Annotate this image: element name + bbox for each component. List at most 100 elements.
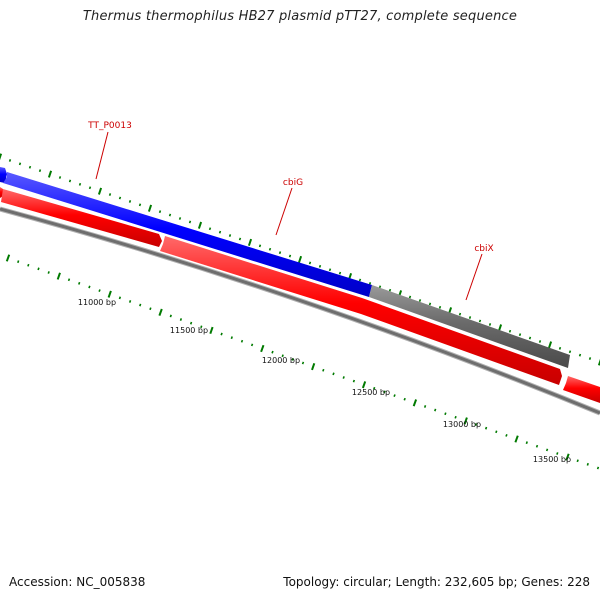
outer-minor-tick bbox=[18, 162, 22, 166]
inner-minor-tick bbox=[556, 452, 559, 455]
inner-minor-tick bbox=[67, 278, 71, 282]
inner-minor-tick bbox=[98, 289, 101, 293]
inner-minor-tick bbox=[27, 263, 30, 267]
leader-line-cbig bbox=[275, 187, 293, 236]
inner-minor-tick bbox=[342, 376, 345, 379]
inner-minor-tick bbox=[505, 433, 508, 437]
inner-minor-tick bbox=[200, 325, 203, 329]
inner-minor-tick bbox=[88, 285, 91, 289]
inner-minor-tick bbox=[586, 462, 589, 466]
inner-minor-tick bbox=[434, 408, 437, 412]
outer-minor-tick bbox=[228, 234, 232, 237]
outer-minor-tick bbox=[28, 165, 32, 169]
inner-minor-tick bbox=[535, 444, 539, 448]
inner-minor-tick bbox=[423, 405, 427, 408]
inner-minor-tick bbox=[220, 332, 223, 336]
outer-minor-tick bbox=[218, 230, 222, 234]
inner-minor-tick bbox=[383, 390, 386, 394]
inner-minor-tick bbox=[484, 426, 488, 430]
inner-minor-tick bbox=[139, 303, 142, 307]
inner-minor-tick bbox=[301, 361, 305, 365]
inner-minor-tick bbox=[128, 300, 132, 303]
outer-minor-tick bbox=[458, 312, 462, 316]
outer-major-tick bbox=[147, 204, 153, 212]
outer-minor-tick bbox=[128, 200, 132, 203]
gene-cbix[interactable] bbox=[369, 285, 570, 368]
inner-minor-tick bbox=[525, 441, 528, 445]
inner-major-tick bbox=[311, 362, 316, 371]
outer-minor-tick bbox=[318, 264, 322, 268]
outer-minor-tick bbox=[108, 193, 112, 196]
outer-minor-tick bbox=[138, 203, 142, 207]
inner-minor-tick bbox=[240, 339, 244, 343]
outer-major-tick bbox=[247, 238, 253, 247]
bp-label-12500: 12500 bp bbox=[352, 388, 390, 397]
inner-minor-tick bbox=[291, 357, 294, 361]
inner-minor-tick bbox=[271, 350, 274, 354]
outer-minor-tick bbox=[488, 323, 492, 326]
inner-minor-tick bbox=[576, 459, 579, 463]
backbone bbox=[0, 206, 600, 416]
outer-minor-tick bbox=[78, 182, 82, 186]
inner-minor-tick bbox=[393, 394, 396, 398]
bp-label-11000: 11000 bp bbox=[78, 298, 116, 307]
inner-minor-tick bbox=[373, 386, 376, 390]
outer-minor-tick bbox=[538, 340, 542, 343]
outer-minor-tick bbox=[158, 210, 162, 214]
reverse-gene-2[interactable] bbox=[160, 236, 562, 385]
inner-minor-tick bbox=[332, 372, 335, 376]
reverse-gene-1[interactable] bbox=[1, 189, 162, 247]
inner-major-tick bbox=[412, 399, 418, 407]
inner-major-tick bbox=[463, 417, 468, 425]
gene-label-cbix[interactable]: cbiX bbox=[474, 244, 493, 254]
inner-major-tick bbox=[361, 381, 367, 389]
accession-text: Accession: NC_005838 bbox=[9, 575, 146, 589]
outer-minor-tick bbox=[528, 336, 532, 340]
inner-major-tick bbox=[56, 272, 61, 280]
inner-minor-tick bbox=[47, 271, 50, 274]
gene-cbig[interactable] bbox=[3, 172, 372, 297]
inner-minor-tick bbox=[179, 318, 183, 321]
gene-label-tt-p0013[interactable]: TT_P0013 bbox=[87, 121, 132, 131]
inner-minor-tick bbox=[149, 307, 152, 311]
reverse-strand-ticks bbox=[5, 254, 600, 470]
outer-minor-tick bbox=[588, 357, 592, 360]
inner-major-tick bbox=[565, 453, 570, 461]
inner-major-tick bbox=[5, 254, 11, 262]
leader-line-cbix bbox=[465, 253, 483, 301]
outer-minor-tick bbox=[328, 268, 332, 272]
outer-minor-tick bbox=[568, 350, 572, 354]
gene-label-group-cbix: cbiX bbox=[465, 244, 494, 301]
gene-tt-p0013-segment[interactable] bbox=[0, 167, 7, 183]
inner-minor-tick bbox=[250, 343, 254, 347]
outer-major-tick bbox=[297, 255, 303, 264]
outer-minor-tick bbox=[358, 278, 362, 282]
inner-minor-tick bbox=[78, 281, 81, 285]
bp-label-11500: 11500 bp bbox=[170, 326, 208, 335]
gene-label-group-tt-p0013: TT_P0013 bbox=[87, 121, 132, 180]
outer-minor-tick bbox=[408, 295, 412, 299]
inner-minor-tick bbox=[495, 430, 498, 434]
inner-minor-tick bbox=[230, 336, 233, 340]
inner-minor-tick bbox=[37, 267, 40, 271]
outer-minor-tick bbox=[338, 271, 342, 275]
outer-major-tick bbox=[97, 187, 103, 195]
outer-minor-tick bbox=[238, 237, 242, 241]
outer-minor-tick bbox=[58, 176, 62, 179]
outer-minor-tick bbox=[388, 288, 392, 292]
outer-minor-tick bbox=[38, 169, 42, 173]
bp-label-13500: 13500 bp bbox=[533, 455, 571, 464]
inner-minor-tick bbox=[596, 466, 600, 470]
inner-minor-tick bbox=[474, 423, 478, 426]
gene-label-cbig[interactable]: cbiG bbox=[283, 178, 303, 188]
reverse-gene-3[interactable] bbox=[563, 376, 600, 403]
outer-minor-tick bbox=[288, 254, 292, 258]
outer-major-tick bbox=[547, 341, 553, 349]
outer-minor-tick bbox=[188, 220, 192, 224]
inner-major-tick bbox=[260, 344, 265, 353]
inner-major-tick bbox=[514, 435, 519, 443]
topology-summary-text: Topology: circular; Length: 232,605 bp; … bbox=[283, 575, 590, 589]
outer-major-tick bbox=[47, 170, 53, 178]
